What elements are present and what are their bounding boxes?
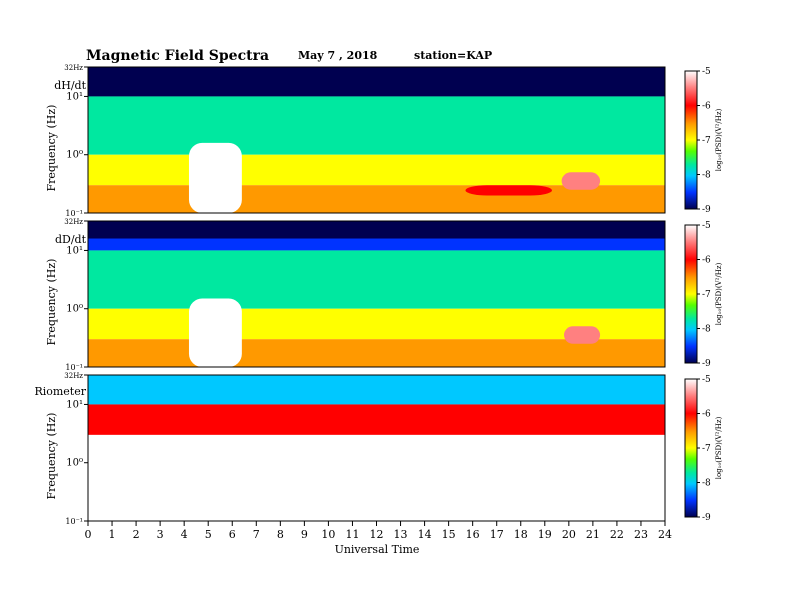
colorbars: -5 -6 -7 -8 -9 log₁₀(PSD)(V²/Hz) -5 -6 -7 -8 -9 log…	[684, 67, 723, 523]
x-tick-label: 17	[490, 528, 504, 541]
psd-band	[88, 250, 665, 309]
colorbar-tick-label: -9	[702, 513, 711, 523]
chart-title: Magnetic Field Spectra	[86, 48, 269, 64]
psd-band	[88, 375, 665, 405]
psd-band	[88, 67, 665, 85]
y-tick-label: 10⁻¹	[65, 363, 83, 372]
colorbar-tick-label: -8	[702, 479, 711, 489]
x-tick-label: 22	[610, 528, 624, 541]
colorbar-tick-label: -5	[702, 221, 711, 231]
x-tick-label: 13	[394, 528, 408, 541]
colorbar-0: -5 -6 -7 -8 -9 log₁₀(PSD)(V²/Hz)	[684, 67, 723, 215]
x-tick-label: 10	[321, 528, 335, 541]
panel-riometer: Riometer Frequency (Hz) 32Hz 10¹ 10⁰ 10⁻¹	[34, 372, 666, 526]
y-tick-label: 10¹	[66, 91, 83, 102]
colorbar-tick-label: -9	[702, 359, 711, 369]
y-tick-label: 10⁻¹	[65, 209, 83, 218]
chart-date: May 7 , 2018	[298, 49, 378, 62]
x-tick-label: 5	[205, 528, 212, 541]
x-tick-label: 18	[514, 528, 528, 541]
panel-label: dD/dt	[55, 233, 87, 246]
y-tick-label: 10¹	[66, 245, 83, 256]
x-tick-label: 24	[658, 528, 672, 541]
colorbar-label: log₁₀(PSD)(V²/Hz)	[715, 416, 723, 479]
y-axis-label: Frequency (Hz)	[45, 413, 58, 500]
x-tick-label: 0	[85, 528, 92, 541]
colorbar-tick-label: -5	[702, 67, 711, 77]
y-tick-label: 32Hz	[64, 64, 83, 72]
y-tick-label: 32Hz	[64, 372, 83, 380]
colorbar-tick-label: -7	[702, 136, 711, 146]
x-tick-label: 21	[586, 528, 600, 541]
colorbar-tick-label: -6	[702, 256, 711, 266]
colorbar-tick-label: -8	[702, 325, 711, 335]
panel-label: Riometer	[34, 385, 86, 398]
panel-frame	[87, 66, 666, 214]
psd-feature	[188, 298, 242, 367]
colorbar-label: log₁₀(PSD)(V²/Hz)	[715, 108, 723, 171]
colorbar-tick-label: -7	[702, 290, 711, 300]
x-tick-label: 6	[229, 528, 236, 541]
colorbar-tick-label: -8	[702, 171, 711, 181]
colorbar-tick-label: -5	[702, 375, 711, 385]
colorbar-tick-label: -6	[702, 102, 711, 112]
x-tick-label: 9	[301, 528, 308, 541]
x-tick-label: 1	[109, 528, 116, 541]
psd-band	[88, 96, 665, 155]
x-tick-label: 8	[277, 528, 284, 541]
psd-band	[88, 404, 665, 435]
x-tick-label: 2	[133, 528, 140, 541]
psd-feature	[561, 172, 601, 190]
colorbar-tick-label: -6	[702, 410, 711, 420]
panel-label: dH/dt	[54, 79, 86, 92]
panel-dd-dt: dD/dt Frequency (Hz) 32Hz 10¹ 10⁰ 10⁻¹	[45, 218, 666, 372]
colorbar-1: -5 -6 -7 -8 -9 log₁₀(PSD)(V²/Hz)	[684, 221, 723, 369]
psd-band	[88, 434, 665, 521]
x-tick-label: 23	[634, 528, 648, 541]
y-tick-label: 10⁻¹	[65, 517, 83, 526]
y-axis-label: Frequency (Hz)	[45, 105, 58, 192]
colorbar-label: log₁₀(PSD)(V²/Hz)	[715, 262, 723, 325]
colorbar-2: -5 -6 -7 -8 -9 log₁₀(PSD)(V²/Hz)	[684, 375, 723, 523]
y-axis-label: Frequency (Hz)	[45, 259, 58, 346]
colorbar-ramp	[684, 378, 698, 518]
x-axis-label: Universal Time	[335, 543, 420, 556]
psd-band	[88, 339, 665, 367]
psd-feature	[188, 142, 242, 213]
colorbar-tick-label: -9	[702, 205, 711, 215]
x-tick-label: 4	[181, 528, 188, 541]
x-tick-label: 15	[442, 528, 456, 541]
y-tick-label: 10⁰	[66, 458, 83, 469]
x-tick-label: 11	[345, 528, 359, 541]
colorbar-tick-label: -7	[702, 444, 711, 454]
x-tick-label: 19	[538, 528, 552, 541]
x-tick-label: 3	[157, 528, 164, 541]
x-tick-label: 14	[418, 528, 432, 541]
psd-feature	[465, 185, 553, 196]
x-tick-label: 12	[370, 528, 384, 541]
psd-band	[88, 185, 665, 213]
x-tick-label: 20	[562, 528, 576, 541]
y-tick-label: 32Hz	[64, 218, 83, 226]
panel-dh-dt: dH/dt Frequency (Hz) 32Hz 10¹ 10⁰ 10⁻¹	[45, 64, 666, 218]
colorbar-ramp	[684, 70, 698, 210]
psd-feature	[564, 326, 601, 344]
x-tick-label: 7	[253, 528, 260, 541]
colorbar-ramp	[684, 224, 698, 364]
chart-station: station=KAP	[414, 49, 492, 62]
y-tick-label: 10⁰	[66, 304, 83, 315]
x-tick-label: 16	[466, 528, 480, 541]
panel-frame	[87, 220, 666, 368]
spectrogram-panels: dH/dt Frequency (Hz) 32Hz 10¹ 10⁰ 10⁻¹ dD/dt Fr…	[34, 64, 666, 526]
x-axis: 0 1 2 3 4 5 6 7 8 9 10 11 12 13 14 15 16 17 18 19 20 21 22 23 24	[85, 521, 672, 541]
y-tick-label: 10⁰	[66, 150, 83, 161]
psd-band	[88, 221, 665, 239]
y-tick-label: 10¹	[66, 399, 83, 410]
